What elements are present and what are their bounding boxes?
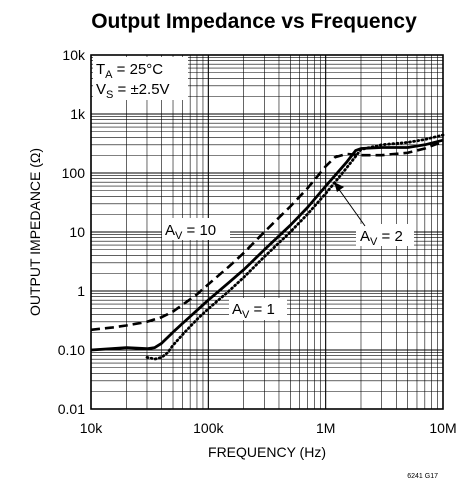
series-label-av10: AV = 10 — [165, 222, 216, 242]
x-axis-title: FREQUENCY (Hz) — [208, 444, 326, 460]
av2-leader-line — [337, 187, 366, 227]
series-line-av1 — [145, 133, 445, 361]
av1-label-bg — [229, 298, 287, 320]
figure-id: 6241 G17 — [407, 473, 438, 480]
series-label-av2: AV = 2 — [360, 228, 403, 248]
x-tick-label: 10M — [429, 420, 456, 436]
y-tick-label: 1k — [70, 106, 86, 122]
y-tick-label: 0.10 — [58, 342, 85, 358]
y-tick-label: 10k — [62, 47, 86, 63]
av2-arrowhead — [334, 182, 344, 192]
y-axis-title: OUTPUT IMPEDANCE (Ω) — [27, 148, 43, 316]
y-tick-label: 0.01 — [58, 401, 85, 417]
series-label-av1: AV = 1 — [232, 301, 275, 321]
ambient-temperature-label: TA = 25°C — [96, 61, 163, 81]
av2-label-bg — [356, 224, 414, 246]
chart-title: Output Impedance vs Frequency — [91, 10, 417, 33]
series-line-av10 — [90, 140, 444, 332]
y-tick-label: 10 — [69, 224, 85, 240]
x-tick-label: 1M — [316, 420, 335, 436]
y-tick-label: 1 — [77, 283, 85, 299]
plot-frame — [90, 54, 444, 410]
y-tick-label: 100 — [62, 165, 86, 181]
conditions-box — [93, 57, 188, 100]
series-lines — [90, 133, 445, 361]
y-axis: 0.01 0.10 1 10 100 1k 10k — [58, 47, 86, 417]
av10-label-bg — [162, 218, 230, 240]
x-axis: 10k 100k 1M 10M — [80, 420, 457, 436]
x-tick-label: 10k — [80, 420, 104, 436]
x-tick-label: 100k — [193, 420, 224, 436]
supply-voltage-label: VS = ±2.5V — [96, 81, 170, 101]
